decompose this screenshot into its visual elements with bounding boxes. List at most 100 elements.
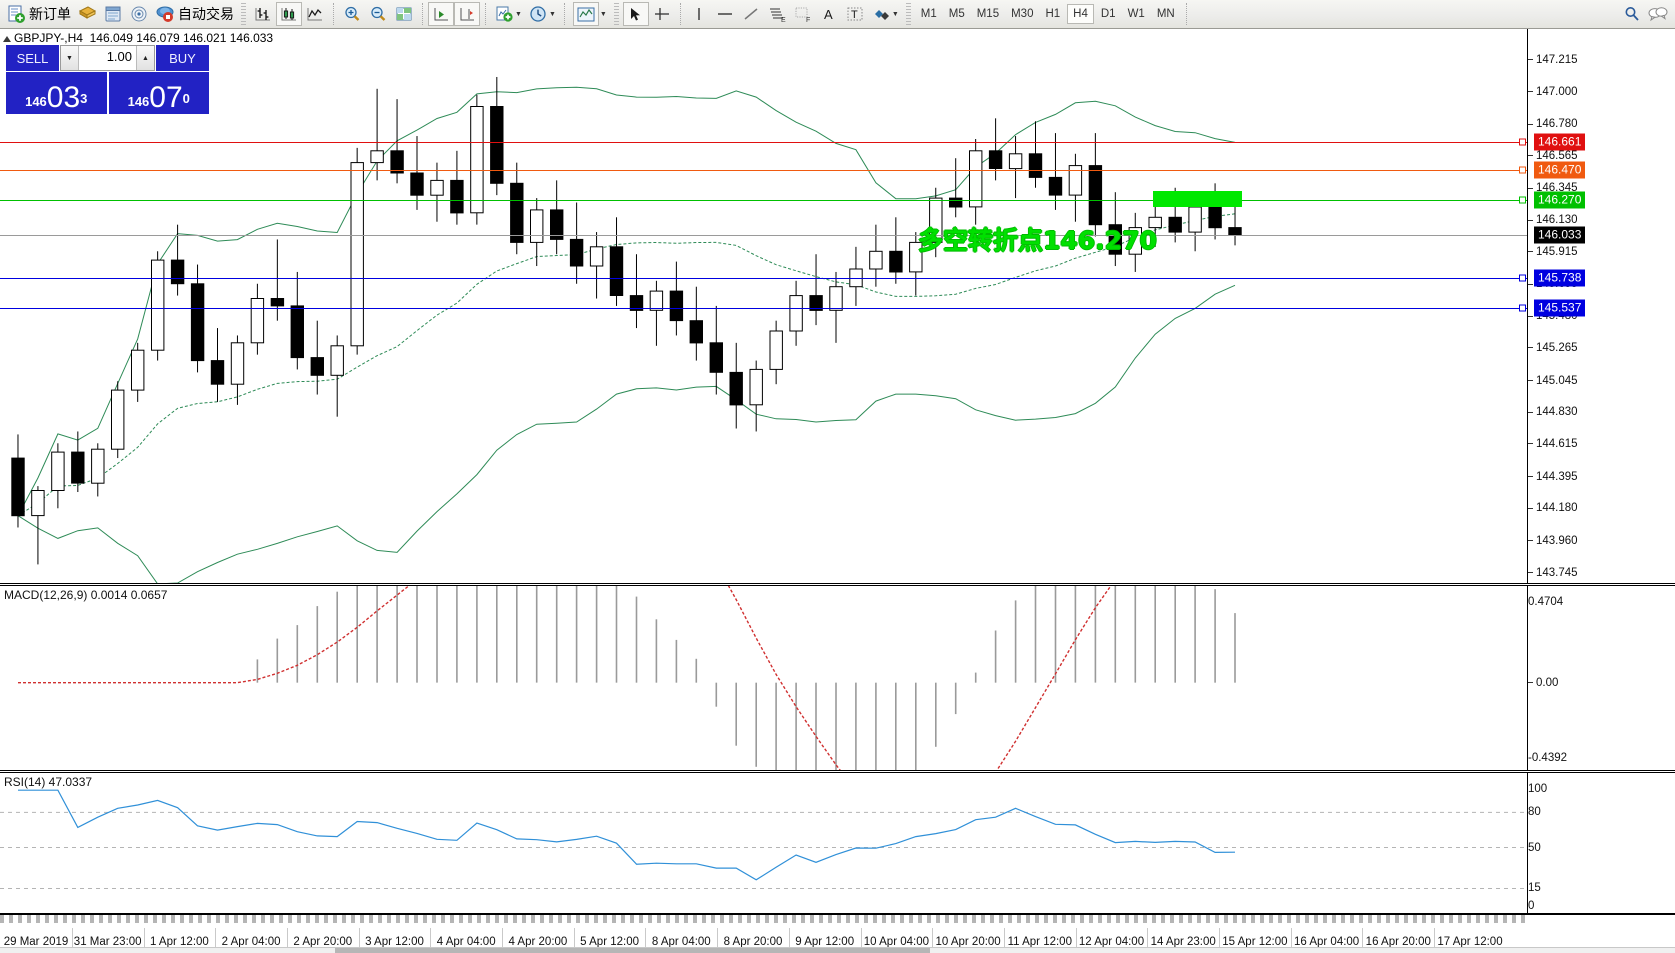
new-order-button[interactable]: 新订单 xyxy=(4,1,74,27)
volume-input[interactable]: 1.00 xyxy=(106,49,132,64)
tick-dash xyxy=(1528,475,1533,477)
auto-scroll-icon xyxy=(431,5,451,23)
volume-stepper[interactable]: ▼ 1.00 ▲ xyxy=(60,45,155,71)
support-line-1[interactable] xyxy=(0,278,1527,280)
vertical-line-button[interactable] xyxy=(686,2,712,26)
timeframe-mn[interactable]: MN xyxy=(1156,8,1175,20)
tile-windows-button[interactable] xyxy=(391,2,417,26)
cursor-icon xyxy=(628,6,644,22)
indicators-button[interactable]: ▼ xyxy=(491,1,525,27)
price-tick-5: 146.130 xyxy=(1528,214,1578,226)
ohlc-text: 146.049 146.079 146.021 146.033 xyxy=(89,31,274,45)
rsi-tick-label: 15 xyxy=(1528,882,1541,895)
timeframe-m30[interactable]: M30 xyxy=(1011,8,1034,20)
highlight-rectangle[interactable] xyxy=(1153,191,1242,208)
support-line-2[interactable] xyxy=(0,307,1527,309)
candlestick-chart-button[interactable] xyxy=(276,2,302,26)
crosshair-button[interactable] xyxy=(649,2,675,26)
timeframe-d1[interactable]: D1 xyxy=(1100,8,1116,20)
price-tick-12: 144.615 xyxy=(1528,438,1578,450)
current-price-line[interactable] xyxy=(0,234,1527,236)
expert-advisors-button[interactable] xyxy=(74,2,100,26)
chart-annotation-text[interactable]: 多空转折点146.270 xyxy=(918,226,1157,255)
text-button[interactable]: A xyxy=(816,2,842,26)
new-order-icon xyxy=(7,5,26,24)
period-caret-icon[interactable]: ▼ xyxy=(548,10,556,18)
navigator-button[interactable] xyxy=(126,2,152,26)
buy-price-display[interactable]: 146 07 0 xyxy=(108,72,209,114)
timeframe-w1[interactable]: W1 xyxy=(1127,8,1145,20)
trendline-button[interactable] xyxy=(738,2,764,26)
search-button[interactable] xyxy=(1619,2,1645,26)
templates-button[interactable]: ▼ xyxy=(570,1,610,27)
tick-dash xyxy=(1528,411,1533,413)
shapes-caret-icon[interactable]: ▼ xyxy=(891,10,899,18)
auto-scroll-button[interactable] xyxy=(428,2,454,26)
resistance-line-2-handle[interactable] xyxy=(1519,166,1526,174)
timeframe-m1[interactable]: M1 xyxy=(920,8,937,20)
volume-increase-icon[interactable]: ▲ xyxy=(136,46,154,70)
chart-shift-button[interactable] xyxy=(454,2,480,26)
macd-panel[interactable]: MACD(12,26,9) 0.0014 0.0657 0.4704 0.00 -0… xyxy=(0,585,1675,771)
macd-y-axis[interactable]: 0.4704 0.00 -0.4392 xyxy=(1527,586,1675,770)
equidistant-channel-button[interactable]: F xyxy=(790,2,816,26)
pivot-line-handle[interactable] xyxy=(1519,196,1526,204)
volume-decrease-icon[interactable]: ▼ xyxy=(61,46,79,70)
time-separator xyxy=(1075,928,1077,953)
resistance-line-1[interactable] xyxy=(0,141,1527,143)
rsi-y-axis[interactable]: 100 80 50 15 0 xyxy=(1527,773,1675,913)
candle xyxy=(1228,206,1242,246)
chat-button[interactable] xyxy=(1645,2,1671,26)
candle xyxy=(849,246,863,306)
time-label-6: 4 Apr 04:00 xyxy=(436,936,496,948)
timeframe-h4[interactable]: H4 xyxy=(1067,4,1094,24)
templates-caret-icon[interactable]: ▼ xyxy=(599,10,607,18)
support-line-1-handle[interactable] xyxy=(1519,274,1526,282)
timeframe-h1[interactable]: H1 xyxy=(1045,8,1061,20)
toolbar-separator-6 xyxy=(1185,3,1187,25)
fibonacci-button[interactable]: E xyxy=(764,2,790,26)
bar-chart-button[interactable] xyxy=(250,2,276,26)
price-tick-label: 143.960 xyxy=(1536,534,1578,547)
horizontal-line-button[interactable] xyxy=(712,2,738,26)
auto-trading-button[interactable]: 自动交易 xyxy=(152,1,237,27)
support-line-2-handle[interactable] xyxy=(1519,304,1526,312)
price-tick-9: 145.265 xyxy=(1528,342,1578,354)
scrollbar-thumb[interactable] xyxy=(335,948,930,953)
cursor-button[interactable] xyxy=(622,2,649,26)
price-y-axis[interactable]: 147.215 147.000 146.780 146.565 146.345 146.1… xyxy=(1527,29,1675,583)
horizontal-scrollbar[interactable] xyxy=(0,947,1675,953)
timeframe-m15[interactable]: M15 xyxy=(976,8,1000,20)
price-chart-panel[interactable]: GBPJPY-,H4 146.049 146.079 146.021 146.0… xyxy=(0,29,1675,584)
time-axis[interactable]: 29 Mar 2019 31 Mar 23:00 1 Apr 12:00 2 Apr … xyxy=(0,914,1675,953)
buy-button[interactable]: BUY xyxy=(156,45,209,71)
one-click-trading-panel[interactable]: SELL ▼ 1.00 ▲ BUY 146 03 3 146 07 0 xyxy=(6,45,209,114)
candle xyxy=(1048,133,1063,210)
price-plot-area[interactable]: 多空转折点146.270 xyxy=(0,29,1527,583)
macd-plot-area[interactable] xyxy=(0,586,1527,770)
zoom-in-button[interactable] xyxy=(339,2,365,26)
candle xyxy=(1108,192,1122,267)
rsi-svg xyxy=(0,789,1527,889)
pivot-line[interactable] xyxy=(0,199,1527,201)
chart-container[interactable]: GBPJPY-,H4 146.049 146.079 146.021 146.0… xyxy=(0,29,1675,953)
period-button[interactable]: ▼ xyxy=(525,1,559,27)
resistance-line-1-handle[interactable] xyxy=(1519,138,1526,146)
indicators-caret-icon[interactable]: ▼ xyxy=(515,10,522,18)
shapes-button[interactable]: ▼ xyxy=(868,1,902,27)
pivot-line-label: 146.270 xyxy=(1534,191,1586,209)
collapse-triangle-icon[interactable] xyxy=(3,35,11,42)
zoom-out-button[interactable] xyxy=(365,2,391,26)
rsi-panel[interactable]: RSI(14) 47.0337 100 80 50 15 0 xyxy=(0,772,1675,914)
text-label-button[interactable]: T xyxy=(842,2,868,26)
price-tick-0: 147.215 xyxy=(1528,54,1578,66)
rsi-plot-area[interactable] xyxy=(0,773,1527,913)
macd-tick-label: 0.00 xyxy=(1536,676,1559,689)
data-window-button[interactable] xyxy=(100,2,126,26)
line-chart-button[interactable] xyxy=(302,2,328,26)
sell-price-display[interactable]: 146 03 3 xyxy=(6,72,107,114)
sell-button[interactable]: SELL xyxy=(6,45,59,71)
timeframe-m5[interactable]: M5 xyxy=(948,8,965,20)
time-label-7: 4 Apr 20:00 xyxy=(508,936,568,948)
resistance-line-2[interactable] xyxy=(0,170,1527,172)
